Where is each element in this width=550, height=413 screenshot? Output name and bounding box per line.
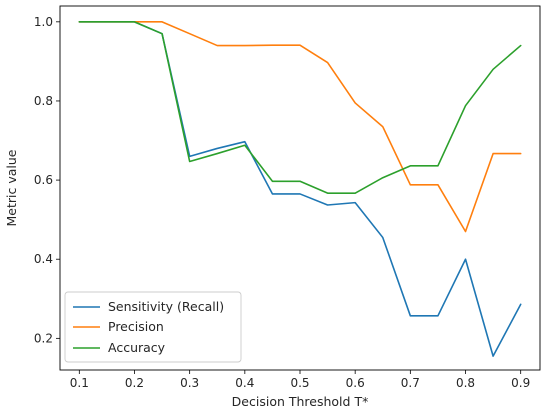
x-tick-label: 0.5 bbox=[290, 376, 309, 390]
y-axis-ticks: 0.2 0.4 0.6 0.8 1.0 bbox=[34, 15, 60, 345]
legend: Sensitivity (Recall) Precision Accuracy bbox=[64, 291, 242, 363]
y-tick-label: 0.8 bbox=[34, 94, 53, 108]
y-tick-label: 0.2 bbox=[34, 331, 53, 345]
legend-label-accuracy: Accuracy bbox=[108, 340, 166, 355]
x-axis-label: Decision Threshold T* bbox=[232, 394, 369, 409]
y-tick-label: 1.0 bbox=[34, 15, 53, 29]
x-tick-label: 0.8 bbox=[456, 376, 475, 390]
y-tick-label: 0.6 bbox=[34, 173, 53, 187]
series-line-2 bbox=[78, 21, 522, 194]
x-tick-label: 0.1 bbox=[70, 376, 89, 390]
legend-label-sensitivity: Sensitivity (Recall) bbox=[108, 299, 224, 314]
legend-label-precision: Precision bbox=[108, 319, 164, 334]
x-tick-label: 0.4 bbox=[235, 376, 254, 390]
x-tick-label: 0.9 bbox=[511, 376, 530, 390]
series-lines bbox=[78, 21, 522, 357]
y-tick-label: 0.4 bbox=[34, 252, 53, 266]
series-line-1 bbox=[78, 21, 522, 233]
legend-box bbox=[64, 291, 242, 363]
x-axis-ticks: 0.1 0.2 0.3 0.4 0.5 0.6 0.7 0.8 0.9 bbox=[70, 370, 530, 390]
x-tick-label: 0.2 bbox=[125, 376, 144, 390]
x-tick-label: 0.6 bbox=[346, 376, 365, 390]
y-axis-label: Metric value bbox=[4, 149, 19, 226]
x-tick-label: 0.3 bbox=[180, 376, 199, 390]
x-tick-label: 0.7 bbox=[401, 376, 420, 390]
